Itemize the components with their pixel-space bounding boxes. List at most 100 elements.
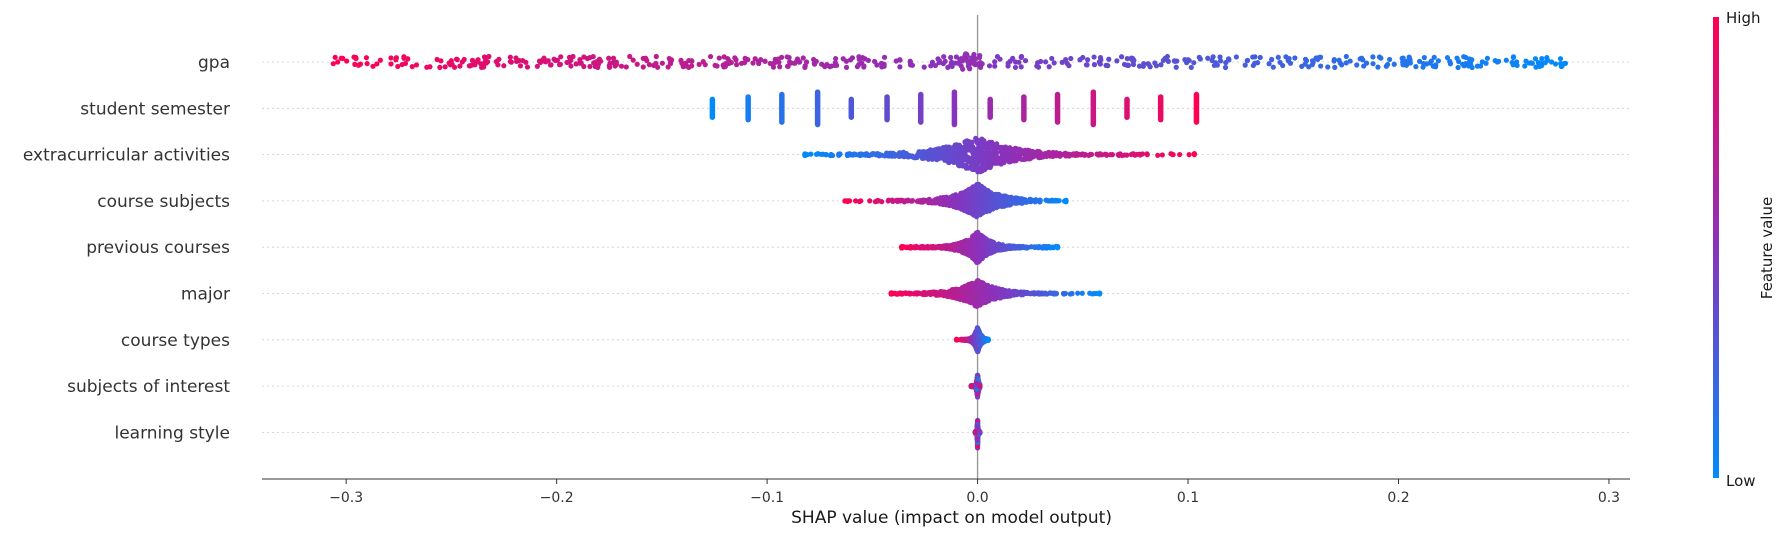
shap-point (1421, 54, 1427, 61)
shap-point (734, 62, 740, 68)
shap-point (956, 151, 963, 157)
shap-point (1526, 60, 1532, 66)
shap-point (969, 144, 975, 151)
shap-point (1001, 160, 1007, 166)
shap-point (1075, 290, 1081, 296)
shap-point (1064, 151, 1070, 157)
shap-point (750, 60, 756, 66)
shap-point (959, 194, 965, 200)
shap-point (1001, 200, 1007, 206)
shap-point (980, 298, 986, 305)
shap-point (1250, 54, 1256, 60)
shap-point (1270, 64, 1276, 70)
shap-point (897, 57, 903, 63)
shap-point (914, 153, 920, 159)
shap-point (1186, 152, 1192, 158)
shap-point (1158, 62, 1164, 68)
shap-point (591, 60, 597, 66)
shap-point (1387, 56, 1393, 63)
shap-point (970, 202, 976, 208)
shap-point (1299, 63, 1305, 69)
shap-point (1105, 63, 1111, 69)
shap-point (988, 295, 995, 301)
shap-point (997, 197, 1004, 203)
shap-point (897, 198, 903, 204)
shap-point (596, 56, 603, 62)
shap-point (1360, 57, 1366, 63)
shap-point (856, 54, 862, 60)
shap-point (1456, 58, 1462, 65)
shap-point (945, 145, 951, 152)
shap-point (666, 55, 672, 62)
shap-point (1005, 63, 1011, 69)
shap-point (956, 162, 962, 168)
shap-point (534, 63, 540, 69)
shap-point (919, 151, 925, 157)
shap-point (787, 59, 793, 65)
shap-point (1539, 56, 1545, 62)
shap-point (1223, 60, 1229, 66)
shap-point (802, 63, 808, 69)
shap-point (501, 63, 507, 69)
shap-point (442, 64, 448, 70)
shap-point (861, 64, 867, 70)
shap-point (587, 55, 593, 61)
shap-point (1091, 62, 1098, 68)
shap-point (979, 246, 985, 253)
shap-point (573, 61, 579, 67)
shap-point (971, 294, 977, 301)
shap-point (989, 198, 995, 204)
shap-point (878, 60, 885, 66)
shap-point (1217, 54, 1223, 60)
shap-point (1039, 151, 1045, 157)
shap-point (802, 152, 808, 158)
shap-point (1455, 64, 1461, 71)
shap-point (483, 60, 489, 66)
shap-point (932, 62, 938, 69)
shap-point (932, 147, 938, 153)
shap-point (1096, 59, 1102, 65)
shap-point (1217, 58, 1224, 64)
shap-point (889, 197, 895, 203)
shap-point (1033, 290, 1040, 296)
shap-point (979, 189, 985, 195)
shap-point (370, 63, 376, 69)
shap-point (1109, 152, 1116, 158)
shap-point (653, 53, 659, 60)
shap-point (1205, 55, 1211, 61)
shap-point (330, 61, 336, 67)
shap-point (613, 59, 619, 65)
shap-point (1196, 54, 1202, 60)
shap-point (921, 244, 928, 250)
shap-point (467, 63, 473, 69)
shap-point (1413, 64, 1419, 70)
shap-point (913, 244, 920, 250)
shap-point (1013, 245, 1019, 251)
shap-point (955, 289, 961, 295)
shap-point (478, 61, 484, 67)
shap-point (1466, 56, 1473, 62)
shap-point (1051, 60, 1057, 66)
shap-point (1463, 61, 1469, 67)
shap-point (1400, 62, 1406, 68)
shap-point (968, 383, 974, 389)
shap-point (424, 64, 430, 70)
shap-point (388, 61, 394, 67)
shap-point (523, 59, 529, 65)
shap-point (908, 198, 914, 204)
shap-point (1091, 54, 1097, 60)
shap-point (939, 199, 945, 205)
shap-point (770, 64, 777, 70)
shap-point (786, 54, 792, 61)
shap-point (1060, 151, 1066, 157)
shap-point (903, 290, 909, 297)
shap-point (1469, 64, 1475, 71)
shap-point (1467, 60, 1474, 67)
shap-point (1210, 54, 1216, 60)
shap-point (1542, 60, 1548, 66)
shap-point (738, 60, 745, 66)
shap-point (865, 152, 872, 158)
shap-point (1016, 59, 1022, 65)
shap-point (568, 63, 574, 69)
shap-point (722, 63, 728, 70)
